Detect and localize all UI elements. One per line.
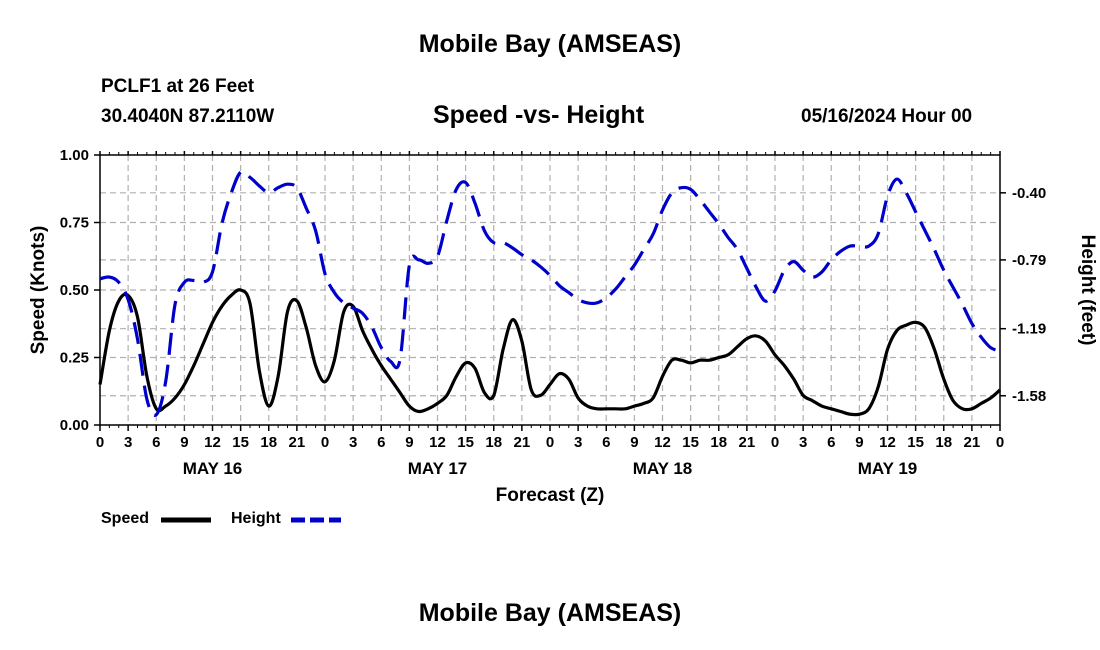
day-label: MAY 19: [858, 459, 918, 478]
x-tick-label: 15: [682, 434, 699, 451]
x-tick-label: 6: [602, 434, 610, 451]
x-tick-label: 12: [204, 434, 221, 451]
x-tick-label: 0: [96, 434, 104, 451]
y2-tick-label: -1.19: [1012, 321, 1046, 338]
x-tick-label: 12: [654, 434, 671, 451]
x-tick-label: 15: [232, 434, 249, 451]
coordinates-label: 30.4040N 87.2110W: [101, 106, 275, 127]
x-tick-label: 9: [405, 434, 413, 451]
series-line-speed: [98, 288, 1002, 417]
day-label: MAY 18: [633, 459, 693, 478]
x-tick-label: 12: [879, 434, 896, 451]
plot-frame: [99, 154, 1001, 426]
y2-axis-title: Height (feet): [1077, 235, 1098, 346]
legend-height-label: Height: [231, 510, 281, 527]
x-axis-title: Forecast (Z): [496, 485, 605, 506]
chart-title: Speed -vs- Height: [433, 101, 645, 129]
x-tick-label: 3: [574, 434, 582, 451]
x-tick-label: 21: [739, 434, 756, 451]
y2-tick-label: -0.40: [1012, 185, 1046, 202]
x-tick-label: 0: [546, 434, 554, 451]
x-tick-label: 0: [321, 434, 329, 451]
station-label: PCLF1 at 26 Feet: [101, 76, 255, 97]
x-tick-label: 3: [124, 434, 132, 451]
x-tick-label: 3: [349, 434, 357, 451]
legend-speed-label: Speed: [101, 510, 150, 527]
day-label: MAY 16: [183, 459, 243, 478]
x-tick-label: 3: [799, 434, 807, 451]
y-tick-label: 1.00: [60, 147, 89, 164]
x-tick-label: 18: [485, 434, 502, 451]
y2-tick-label: -0.79: [1012, 252, 1046, 269]
x-tick-label: 9: [855, 434, 863, 451]
x-tick-label: 21: [514, 434, 531, 451]
x-tick-label: 6: [152, 434, 160, 451]
y-tick-label: 0.50: [60, 282, 89, 299]
x-tick-label: 15: [907, 434, 924, 451]
x-tick-label: 9: [180, 434, 188, 451]
y2-tick-label: -1.58: [1012, 388, 1046, 405]
forecast-date: 05/16/2024 Hour 00: [801, 106, 973, 127]
x-tick-label: 18: [935, 434, 952, 451]
x-tick-label: 21: [289, 434, 306, 451]
x-tick-label: 0: [996, 434, 1004, 451]
y-tick-label: 0.25: [60, 350, 89, 367]
x-tick-label: 6: [827, 434, 835, 451]
main-title: Mobile Bay (AMSEAS): [418, 30, 682, 58]
x-tick-label: 15: [457, 434, 474, 451]
x-tick-label: 18: [260, 434, 277, 451]
series-line-height: [99, 169, 1001, 417]
bottom-title: Mobile Bay (AMSEAS): [418, 599, 682, 627]
y-tick-label: 0.00: [60, 417, 89, 434]
x-tick-label: 0: [771, 434, 779, 451]
x-tick-label: 18: [710, 434, 727, 451]
y-axis-title: Speed (Knots): [28, 226, 49, 355]
day-label: MAY 17: [408, 459, 468, 478]
x-tick-label: 21: [964, 434, 981, 451]
x-tick-label: 6: [377, 434, 385, 451]
x-tick-label: 9: [630, 434, 638, 451]
x-tick-label: 12: [429, 434, 446, 451]
y-tick-label: 0.75: [60, 215, 89, 232]
